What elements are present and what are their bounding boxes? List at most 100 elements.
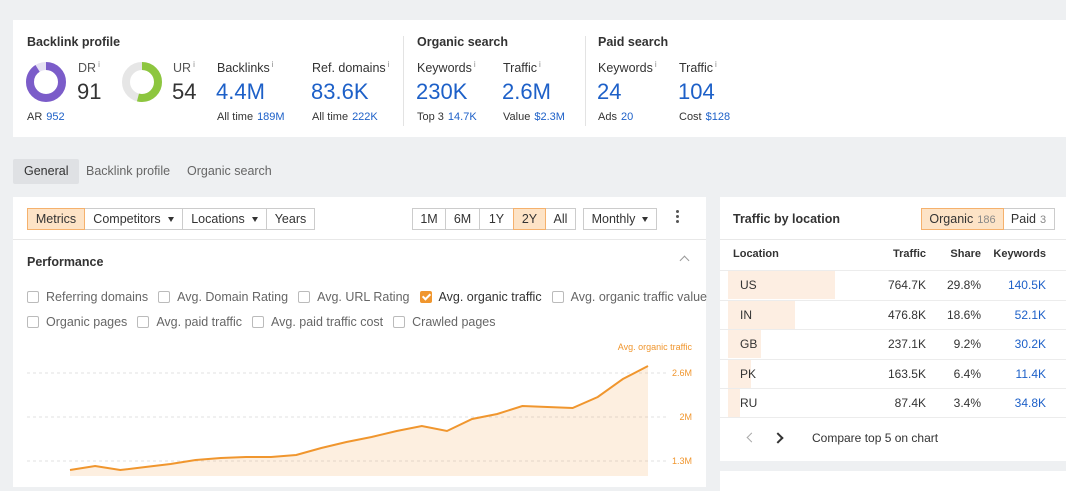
range-button[interactable]: 2Y xyxy=(513,208,546,230)
cell: 87.4K xyxy=(894,396,926,410)
cell[interactable]: 34.8K xyxy=(1014,396,1046,410)
range-button[interactable]: All xyxy=(545,208,576,230)
interval-select[interactable]: Monthly xyxy=(583,208,657,230)
mode-button[interactable]: Locations xyxy=(182,208,267,230)
metric-value: 230K xyxy=(416,79,468,104)
toggle[interactable]: Organic 186 xyxy=(921,208,1004,230)
mode-label: Years xyxy=(274,212,307,226)
more-menu[interactable] xyxy=(676,210,680,225)
filter[interactable]: Avg. Domain Rating xyxy=(158,290,288,304)
cell: US xyxy=(740,278,757,292)
share-bar xyxy=(728,271,836,299)
metric-label: Backlinks i xyxy=(217,60,274,75)
cell[interactable]: 30.2K xyxy=(1014,337,1046,351)
share-bar xyxy=(728,359,752,388)
checkbox[interactable] xyxy=(551,291,564,303)
mode-button[interactable]: Metrics xyxy=(27,208,85,230)
metric-label: Ref. domains i xyxy=(312,60,389,75)
info-icon: i xyxy=(387,60,390,69)
filter[interactable]: Avg. URL Rating xyxy=(298,290,410,304)
filter[interactable]: Avg. organic traffic xyxy=(419,290,542,304)
section-title: Backlink profile xyxy=(27,35,121,49)
filter[interactable]: Crawled pages xyxy=(393,315,496,329)
checkbox[interactable] xyxy=(27,316,39,328)
tab[interactable]: General xyxy=(13,159,80,184)
metric-value: 24 xyxy=(597,79,622,104)
checkbox[interactable] xyxy=(27,291,39,303)
ar: AR 952 xyxy=(27,111,65,123)
cell[interactable]: 52.1K xyxy=(1014,307,1046,322)
tab[interactable]: Backlink profile xyxy=(86,164,171,178)
dot xyxy=(676,215,679,218)
filter[interactable]: Organic pages xyxy=(27,315,127,329)
checkbox[interactable] xyxy=(252,316,265,328)
row-divider xyxy=(720,270,1066,271)
dropdown-arrow xyxy=(167,217,174,223)
dropdown-arrow xyxy=(642,217,649,223)
toggle-label: Organic xyxy=(929,212,974,226)
metric-sub-value: 222K xyxy=(352,111,378,123)
checkbox[interactable] xyxy=(419,291,432,303)
row-divider xyxy=(720,299,1066,301)
toggle[interactable]: Paid 3 xyxy=(1002,208,1055,230)
cell: 3.4% xyxy=(953,396,981,410)
filter-label: Crawled pages xyxy=(412,315,496,329)
metric-name: Ref. domains xyxy=(312,61,386,76)
row-divider xyxy=(720,358,1066,360)
ar-value: 952 xyxy=(46,111,65,123)
cell[interactable]: 140.5K xyxy=(1007,278,1046,292)
checkbox[interactable] xyxy=(137,316,150,328)
info-icon: i xyxy=(473,60,476,69)
share-bar xyxy=(728,389,741,417)
filter[interactable]: Avg. paid traffic xyxy=(137,315,242,329)
mode-button[interactable]: Competitors xyxy=(84,208,183,230)
panel-title: Traffic by location xyxy=(733,212,840,226)
info-icon: i xyxy=(715,60,717,69)
metric-sub-value: 14.7K xyxy=(447,111,477,123)
tab[interactable]: Organic search xyxy=(187,164,272,178)
cell[interactable]: 11.4K xyxy=(1015,366,1046,381)
metric-sub: All time 189M xyxy=(217,111,285,123)
checkbox[interactable] xyxy=(158,291,171,303)
metric-sub-value: 20 xyxy=(620,111,634,123)
mode-button[interactable]: Years xyxy=(266,208,315,230)
checkbox[interactable] xyxy=(298,291,311,303)
metric-sub: Cost $128 xyxy=(679,111,730,123)
divider xyxy=(720,239,1066,240)
ar-label: AR xyxy=(27,111,43,123)
range-button[interactable]: 1Y xyxy=(479,208,514,230)
share-bar xyxy=(728,300,795,329)
rating-label: DR i xyxy=(78,60,100,75)
filter[interactable]: Referring domains xyxy=(27,290,148,304)
filter-label: Organic pages xyxy=(46,315,128,329)
toggle-label: Paid xyxy=(1010,212,1036,226)
next-card xyxy=(720,471,1066,491)
mode-label: Metrics xyxy=(35,212,77,226)
rating-name: UR xyxy=(173,61,192,76)
metric-name: Keywords xyxy=(598,61,653,76)
rating-label: UR i xyxy=(173,60,195,75)
divider xyxy=(13,239,706,240)
rating-value: 54 xyxy=(172,79,197,104)
filter-label: Avg. URL Rating xyxy=(317,290,410,304)
divider xyxy=(585,36,586,126)
filter-label: Avg. organic traffic value xyxy=(570,290,707,304)
metric-value: 83.6K xyxy=(311,79,369,104)
cell: 163.5K xyxy=(887,366,926,381)
compare-link[interactable]: Compare top 5 on chart xyxy=(812,431,939,445)
range-button[interactable]: 1M xyxy=(412,208,446,230)
metric-value: 4.4M xyxy=(216,79,265,104)
divider xyxy=(403,36,404,126)
cell: 6.4% xyxy=(953,366,981,381)
range-button[interactable]: 6M xyxy=(445,208,480,230)
row-divider xyxy=(720,329,1066,330)
metric-label: Traffic i xyxy=(679,60,717,75)
rating-value: 91 xyxy=(77,79,102,104)
filter-row: Referring domains Avg. Domain Rating Avg. … xyxy=(27,288,717,306)
filter[interactable]: Avg. paid traffic cost xyxy=(252,315,383,329)
filter-label: Avg. paid traffic xyxy=(156,315,243,329)
cell: RU xyxy=(740,396,758,410)
filter[interactable]: Avg. organic traffic value xyxy=(551,290,707,304)
cell: GB xyxy=(740,337,758,351)
checkbox[interactable] xyxy=(393,316,406,328)
